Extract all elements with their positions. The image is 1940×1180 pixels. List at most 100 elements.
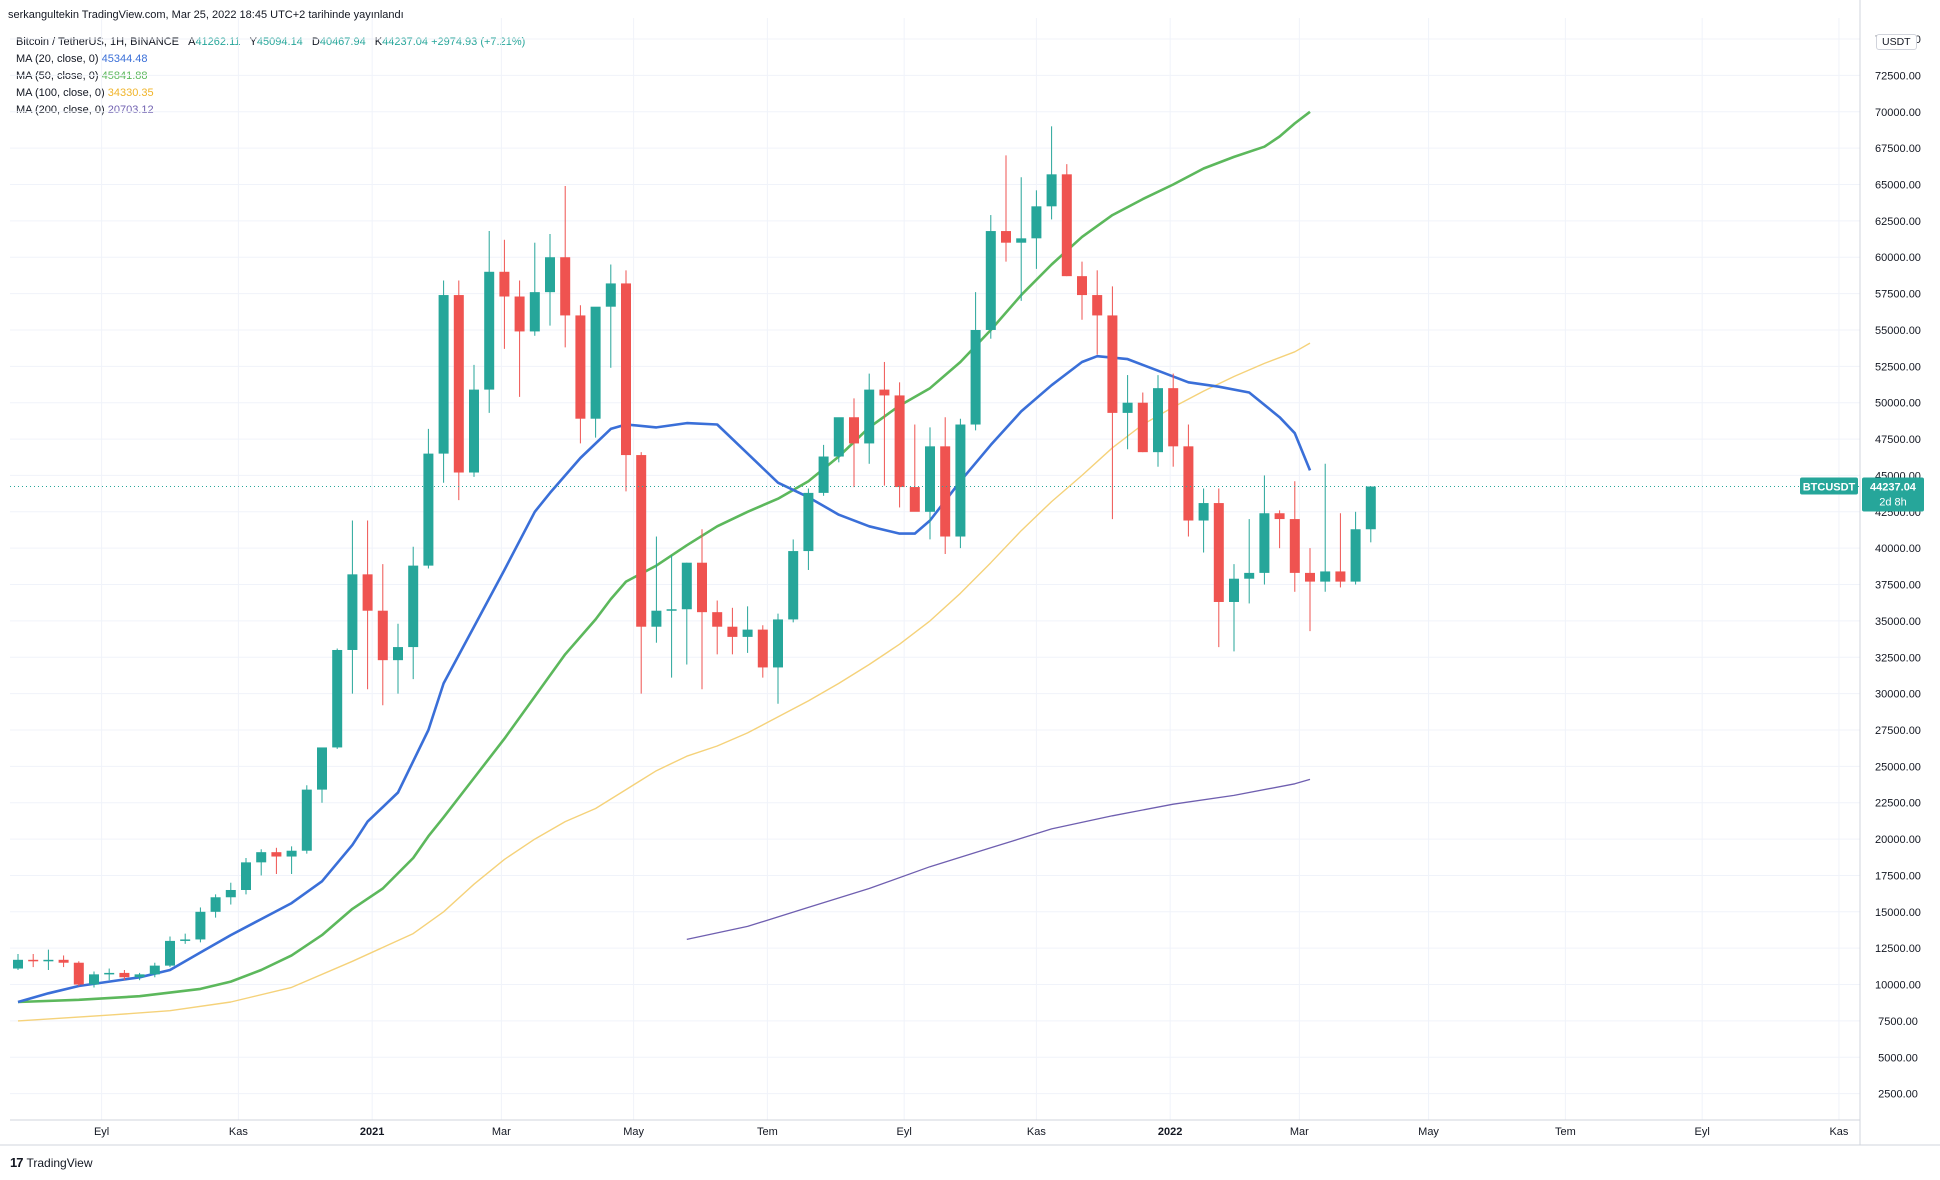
candle bbox=[499, 239, 510, 349]
ma200-line bbox=[686, 778, 1311, 941]
ma100-row[interactable]: MA (100, close, 0) 34330.35 bbox=[16, 85, 525, 102]
ma100-line bbox=[17, 342, 1311, 1022]
candle bbox=[560, 185, 571, 348]
candle-body bbox=[1198, 503, 1209, 521]
ma50-row[interactable]: MA (50, close, 0) 45841.88 bbox=[16, 68, 525, 85]
candle-body bbox=[909, 487, 920, 512]
candle-body bbox=[286, 850, 297, 857]
candle-body bbox=[1168, 388, 1179, 447]
candle bbox=[1213, 488, 1224, 648]
y-tick-label: 30000.00 bbox=[1875, 689, 1921, 701]
candle bbox=[529, 242, 540, 336]
candle bbox=[940, 417, 951, 554]
candle-body bbox=[301, 789, 312, 851]
candle bbox=[225, 882, 236, 905]
candle-body bbox=[1046, 174, 1057, 207]
candle bbox=[1198, 488, 1209, 553]
candle bbox=[241, 857, 251, 895]
candle bbox=[1107, 286, 1118, 520]
candle-body bbox=[1153, 388, 1163, 453]
candle bbox=[605, 264, 616, 368]
price-tag-value: 44237.04 bbox=[1870, 482, 1917, 494]
candle-body bbox=[1320, 571, 1331, 582]
candle bbox=[377, 564, 388, 706]
candle bbox=[803, 488, 814, 570]
price-tag-countdown: 2d 8h bbox=[1879, 497, 1907, 509]
candle bbox=[1031, 190, 1042, 269]
candle bbox=[149, 962, 160, 978]
candle bbox=[621, 270, 631, 492]
y-tick-label: 15000.00 bbox=[1875, 907, 1921, 919]
y-tick-label: 12500.00 bbox=[1875, 943, 1921, 955]
candle bbox=[1077, 261, 1087, 320]
ma20-row[interactable]: MA (20, close, 0) 45344.48 bbox=[16, 51, 525, 68]
candle-body bbox=[408, 565, 419, 648]
candle bbox=[742, 606, 753, 653]
candle-body bbox=[1183, 446, 1194, 521]
open-label: A bbox=[188, 36, 196, 48]
moving-averages bbox=[17, 110, 1312, 1022]
candle-body bbox=[621, 283, 631, 456]
candle bbox=[256, 849, 267, 876]
candle-body bbox=[195, 911, 206, 940]
candle-body bbox=[241, 862, 251, 890]
candle-body bbox=[347, 574, 358, 650]
candle bbox=[1320, 463, 1331, 592]
candle-body bbox=[180, 939, 191, 941]
candle bbox=[955, 418, 966, 549]
y-tick-label: 67500.00 bbox=[1875, 143, 1921, 155]
candle-body bbox=[1213, 503, 1224, 602]
symbol-tag bbox=[1800, 477, 1858, 495]
y-tick-label: 72500.00 bbox=[1875, 70, 1921, 82]
ma200-label: MA (200, close, 0) bbox=[16, 104, 105, 116]
candle-body bbox=[149, 965, 160, 975]
y-tick-label: 60000.00 bbox=[1875, 252, 1921, 264]
candle bbox=[909, 424, 920, 512]
candle-body bbox=[1244, 572, 1255, 579]
candle bbox=[362, 520, 373, 690]
ma50-line bbox=[17, 110, 1311, 1004]
candle-body bbox=[529, 292, 540, 332]
candle-body bbox=[1061, 174, 1072, 277]
candle bbox=[165, 936, 175, 968]
candle bbox=[1365, 486, 1376, 543]
grid bbox=[10, 18, 1860, 1120]
x-tick-label: Kas bbox=[1829, 1126, 1848, 1138]
candle-body bbox=[925, 446, 935, 512]
candle bbox=[1046, 126, 1057, 220]
tradingview-logo[interactable]: 17 TradingView bbox=[10, 1155, 93, 1170]
ma50-label: MA (50, close, 0) bbox=[16, 70, 99, 82]
candle-body bbox=[210, 897, 221, 912]
candle bbox=[985, 215, 996, 339]
candle-body bbox=[271, 852, 282, 857]
candle-body bbox=[423, 453, 434, 566]
y-tick-label: 70000.00 bbox=[1875, 107, 1921, 119]
candle bbox=[575, 305, 586, 444]
candle bbox=[1259, 475, 1270, 585]
candle bbox=[773, 613, 783, 704]
x-tick-label: Eyl bbox=[1695, 1126, 1710, 1138]
currency-badge[interactable]: USDT bbox=[1876, 34, 1917, 50]
candle-body bbox=[940, 446, 951, 537]
y-tick-label: 40000.00 bbox=[1875, 543, 1921, 555]
candle-body bbox=[514, 296, 525, 332]
candle-body bbox=[742, 629, 753, 637]
candle-body bbox=[773, 619, 783, 668]
candle bbox=[651, 536, 662, 643]
candle bbox=[712, 600, 723, 655]
candle bbox=[1274, 510, 1285, 549]
candle-body bbox=[818, 456, 829, 493]
candle-body bbox=[73, 962, 84, 985]
candle-body bbox=[1122, 402, 1133, 413]
y-tick-label: 55000.00 bbox=[1875, 325, 1921, 337]
publish-credit: serkangultekin TradingView.com, Mar 25, … bbox=[8, 9, 404, 21]
candle bbox=[195, 907, 206, 943]
ma200-row[interactable]: MA (200, close, 0) 20703.12 bbox=[16, 102, 525, 119]
candle-body bbox=[590, 306, 601, 419]
candle-body bbox=[1305, 572, 1315, 582]
candle bbox=[317, 747, 327, 803]
x-tick-label: May bbox=[623, 1126, 644, 1138]
candle-body bbox=[362, 574, 373, 611]
candle bbox=[43, 949, 54, 970]
